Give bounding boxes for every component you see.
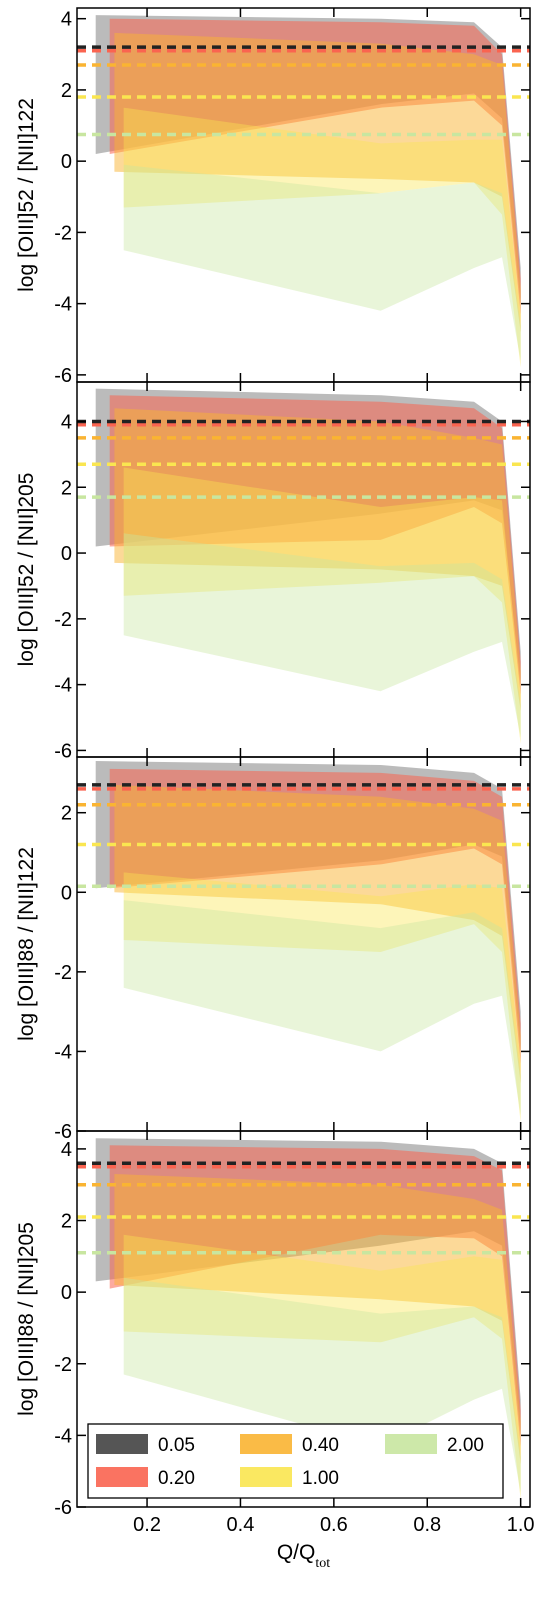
- legend-swatch-1-00: [240, 1467, 292, 1487]
- y-tick-label: 4: [61, 411, 72, 433]
- y-tick-label: 2: [61, 477, 72, 499]
- y-tick-label: -6: [54, 365, 72, 387]
- legend-label-0-20: 0.20: [158, 1468, 195, 1489]
- y-axis-label: log [OIII]88 / [NII]205: [15, 1222, 38, 1416]
- x-axis-label: Q/Qtot: [277, 1541, 330, 1571]
- y-tick-label: 0: [61, 543, 72, 565]
- legend-label-0-05: 0.05: [158, 1435, 195, 1456]
- band-2-00: [123, 900, 521, 1116]
- y-tick-label: -2: [54, 222, 72, 244]
- y-tick-label: -2: [54, 962, 72, 984]
- y-tick-label: 2: [61, 803, 72, 825]
- panel-2: 4 2 0 -2 -4 -6 log [OIII]52 / [NII]205: [15, 381, 531, 762]
- y-tick-label: -4: [54, 1425, 72, 1447]
- legend-box: [87, 1423, 504, 1499]
- plot-area: [77, 761, 530, 1123]
- y-tick-label: 2: [61, 1211, 72, 1233]
- band-0-40: [114, 784, 521, 1084]
- legend-swatch-0-40: [240, 1434, 292, 1454]
- x-axis: 0.2 0.4 0.6 0.8 1.0 Q/Qtot: [133, 1514, 534, 1571]
- x-tick-label: 1.0: [507, 1514, 535, 1536]
- plot-area: [77, 388, 530, 744]
- y-tick-label: -6: [54, 740, 72, 762]
- band-2-00: [123, 533, 521, 738]
- y-axis-label: log [OIII]52 / [NII]205: [15, 473, 38, 667]
- y-tick-label: 2: [61, 80, 72, 102]
- band-1-00: [123, 1234, 521, 1500]
- band-0-40: [114, 32, 521, 333]
- y-tick-label: -2: [54, 1354, 72, 1376]
- x-axis-label-subscript: tot: [315, 1556, 330, 1571]
- y-tick-label: 0: [61, 1282, 72, 1304]
- legend: 0.05 0.20 0.40 1.00 2.00: [87, 1423, 504, 1499]
- y-axis-label: log [OIII]88 / [NII]122: [15, 847, 38, 1041]
- panels: 4 2 0 -2 -4 -6 log [OIII]52 / [NII]122 4 2 0 -2 -4 -…: [15, 7, 531, 1519]
- panel-frame: [76, 1130, 531, 1508]
- y-tick-label: -2: [54, 609, 72, 631]
- band-1-00: [123, 872, 521, 1123]
- y-tick-label: 0: [61, 151, 72, 173]
- y-tick-label: 0: [61, 882, 72, 904]
- x-tick-label: 0.8: [413, 1514, 441, 1536]
- y-tick-label: 4: [61, 9, 72, 31]
- x-tick-label: 0.6: [320, 1514, 348, 1536]
- panel-3: 2 0 -2 -4 -6 log [OIII]88 / [NII]122: [15, 756, 531, 1143]
- y-tick-label: 4: [61, 1139, 72, 1161]
- legend-label-0-40: 0.40: [302, 1435, 339, 1456]
- legend-swatch-0-05: [96, 1434, 148, 1454]
- plot-area: [77, 1138, 530, 1500]
- plot-area: [77, 15, 530, 368]
- y-tick-label: -4: [54, 675, 72, 697]
- legend-label-1-00: 1.00: [302, 1468, 339, 1489]
- legend-label-2-00: 2.00: [447, 1435, 484, 1456]
- band-2-00: [123, 1277, 521, 1493]
- x-tick-label: 0.4: [227, 1514, 255, 1536]
- x-tick-label: 0.2: [133, 1514, 161, 1536]
- band-1-00: [123, 107, 521, 368]
- y-tick-label: -4: [54, 294, 72, 316]
- panel-4: 4 2 0 -2 -4 -6 log [OIII]88 / [NII]205: [15, 1130, 531, 1519]
- band-0-40: [114, 1174, 521, 1464]
- y-tick-label: -6: [54, 1121, 72, 1143]
- legend-swatch-0-20: [96, 1467, 148, 1487]
- legend-swatch-2-00: [385, 1434, 437, 1454]
- band-1-00: [123, 467, 521, 744]
- band-2-00: [123, 164, 521, 361]
- panel-1: 4 2 0 -2 -4 -6 log [OIII]52 / [NII]122: [15, 7, 531, 387]
- y-axis-label: log [OIII]52 / [NII]122: [15, 98, 38, 292]
- band-0-40: [114, 408, 521, 711]
- y-tick-label: -6: [54, 1497, 72, 1519]
- y-tick-label: -4: [54, 1041, 72, 1063]
